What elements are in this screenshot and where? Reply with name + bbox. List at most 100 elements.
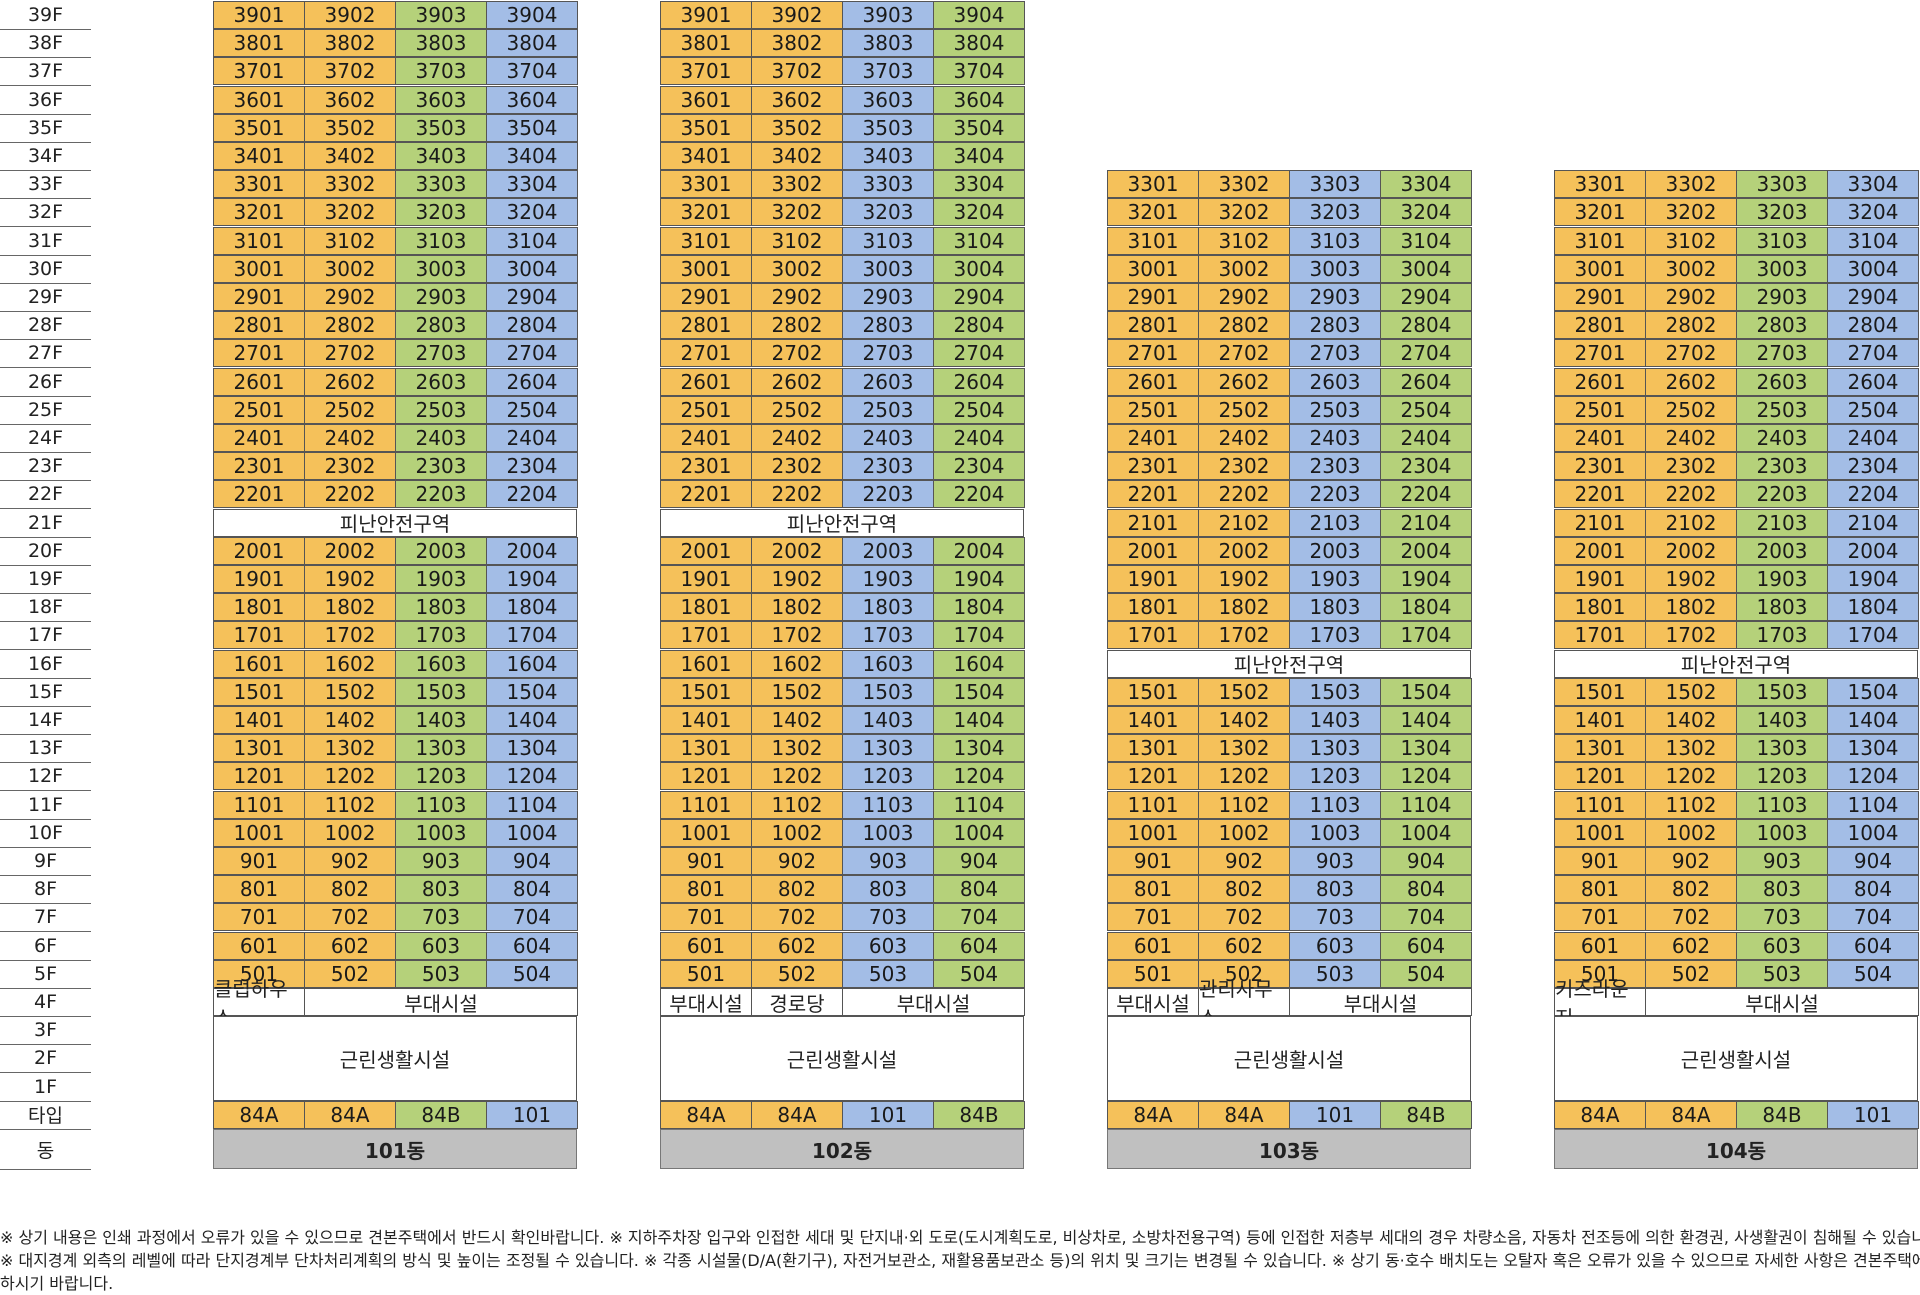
unit-cell[interactable]: 803 xyxy=(842,875,934,904)
unit-cell[interactable]: 1304 xyxy=(933,734,1025,763)
unit-cell[interactable]: 902 xyxy=(1198,847,1290,875)
unit-cell[interactable]: 1001 xyxy=(660,818,752,847)
unit-cell[interactable]: 2703 xyxy=(1289,339,1381,368)
unit-cell[interactable]: 1002 xyxy=(751,818,843,847)
unit-cell[interactable]: 1904 xyxy=(933,565,1025,593)
unit-cell[interactable]: 801 xyxy=(1107,875,1199,904)
unit-cell[interactable]: 1402 xyxy=(304,706,396,734)
unit-cell[interactable]: 1503 xyxy=(395,677,487,706)
unit-cell[interactable]: 502 xyxy=(1198,959,1290,988)
unit-cell[interactable]: 2402 xyxy=(1645,424,1737,452)
unit-cell[interactable]: 501 xyxy=(660,959,752,988)
unit-cell[interactable]: 1804 xyxy=(1827,593,1919,622)
unit-cell[interactable]: 3703 xyxy=(842,57,934,86)
unit-cell[interactable]: 1003 xyxy=(395,818,487,847)
unit-cell[interactable]: 501 xyxy=(213,959,305,988)
unit-cell[interactable]: 602 xyxy=(1198,931,1290,960)
unit-cell[interactable]: 1804 xyxy=(486,593,578,622)
unit-cell[interactable]: 502 xyxy=(1645,959,1737,988)
unit-cell[interactable]: 3303 xyxy=(1736,170,1828,199)
unit-cell[interactable]: 1802 xyxy=(304,593,396,622)
unit-cell[interactable]: 3304 xyxy=(1380,170,1472,199)
unit-cell[interactable]: 1704 xyxy=(933,621,1025,650)
unit-cell[interactable]: 1703 xyxy=(1289,621,1381,650)
unit-cell[interactable]: 2602 xyxy=(1645,367,1737,396)
unit-cell[interactable]: 804 xyxy=(1380,875,1472,904)
unit-cell[interactable]: 701 xyxy=(660,903,752,932)
unit-cell[interactable]: 703 xyxy=(842,903,934,932)
unit-cell[interactable]: 2801 xyxy=(1107,311,1199,340)
unit-cell[interactable]: 2204 xyxy=(1827,480,1919,509)
unit-cell[interactable]: 1701 xyxy=(1554,621,1646,650)
unit-cell[interactable]: 801 xyxy=(1554,875,1646,904)
unit-cell[interactable]: 2002 xyxy=(304,536,396,565)
unit-cell[interactable]: 603 xyxy=(395,931,487,960)
unit-cell[interactable]: 2202 xyxy=(1645,480,1737,509)
unit-cell[interactable]: 2401 xyxy=(660,424,752,452)
unit-cell[interactable]: 3503 xyxy=(842,113,934,142)
unit-cell[interactable]: 3104 xyxy=(1380,226,1472,255)
unit-cell[interactable]: 3304 xyxy=(1827,170,1919,199)
unit-cell[interactable]: 1501 xyxy=(1107,677,1199,706)
unit-cell[interactable]: 503 xyxy=(842,959,934,988)
unit-cell[interactable]: 2403 xyxy=(1736,424,1828,452)
unit-cell[interactable]: 2601 xyxy=(1107,367,1199,396)
unit-cell[interactable]: 1204 xyxy=(1827,762,1919,791)
unit-cell[interactable]: 1103 xyxy=(1289,790,1381,819)
unit-cell[interactable]: 2102 xyxy=(1198,508,1290,537)
unit-cell[interactable]: 3102 xyxy=(304,226,396,255)
unit-cell[interactable]: 2502 xyxy=(1198,395,1290,424)
unit-cell[interactable]: 2003 xyxy=(1736,536,1828,565)
unit-cell[interactable]: 804 xyxy=(1827,875,1919,904)
unit-cell[interactable]: 2702 xyxy=(1198,339,1290,368)
unit-cell[interactable]: 2001 xyxy=(660,536,752,565)
unit-cell[interactable]: 2603 xyxy=(842,367,934,396)
unit-cell[interactable]: 3602 xyxy=(751,85,843,114)
unit-cell[interactable]: 2904 xyxy=(1380,283,1472,311)
unit-cell[interactable]: 2404 xyxy=(1827,424,1919,452)
unit-cell[interactable]: 501 xyxy=(1107,959,1199,988)
unit-cell[interactable]: 1902 xyxy=(1198,565,1290,593)
unit-cell[interactable]: 2201 xyxy=(660,480,752,509)
unit-cell[interactable]: 2403 xyxy=(395,424,487,452)
unit-cell[interactable]: 3303 xyxy=(395,170,487,199)
unit-cell[interactable]: 3002 xyxy=(1645,254,1737,283)
unit-cell[interactable]: 2003 xyxy=(395,536,487,565)
unit-cell[interactable]: 3804 xyxy=(933,29,1025,58)
unit-cell[interactable]: 1202 xyxy=(1645,762,1737,791)
unit-cell[interactable]: 902 xyxy=(304,847,396,875)
unit-cell[interactable]: 2102 xyxy=(1645,508,1737,537)
unit-cell[interactable]: 2804 xyxy=(1380,311,1472,340)
unit-cell[interactable]: 601 xyxy=(1554,931,1646,960)
unit-cell[interactable]: 1004 xyxy=(1380,818,1472,847)
unit-cell[interactable]: 1102 xyxy=(1645,790,1737,819)
unit-cell[interactable]: 2701 xyxy=(660,339,752,368)
unit-cell[interactable]: 2803 xyxy=(842,311,934,340)
unit-cell[interactable]: 1404 xyxy=(933,706,1025,734)
unit-cell[interactable]: 1402 xyxy=(1198,706,1290,734)
unit-cell[interactable]: 1804 xyxy=(933,593,1025,622)
unit-cell[interactable]: 3001 xyxy=(1107,254,1199,283)
unit-cell[interactable]: 3103 xyxy=(1289,226,1381,255)
unit-cell[interactable]: 2904 xyxy=(1827,283,1919,311)
unit-cell[interactable]: 904 xyxy=(486,847,578,875)
unit-cell[interactable]: 3304 xyxy=(486,170,578,199)
unit-cell[interactable]: 2903 xyxy=(1736,283,1828,311)
unit-cell[interactable]: 2404 xyxy=(1380,424,1472,452)
unit-cell[interactable]: 803 xyxy=(395,875,487,904)
unit-cell[interactable]: 3402 xyxy=(751,142,843,170)
unit-cell[interactable]: 2503 xyxy=(395,395,487,424)
unit-cell[interactable]: 2902 xyxy=(751,283,843,311)
unit-cell[interactable]: 3103 xyxy=(842,226,934,255)
unit-cell[interactable]: 1203 xyxy=(842,762,934,791)
unit-cell[interactable]: 803 xyxy=(1289,875,1381,904)
unit-cell[interactable]: 704 xyxy=(486,903,578,932)
unit-cell[interactable]: 2201 xyxy=(1107,480,1199,509)
unit-cell[interactable]: 603 xyxy=(842,931,934,960)
unit-cell[interactable]: 1204 xyxy=(933,762,1025,791)
unit-cell[interactable]: 1104 xyxy=(1827,790,1919,819)
unit-cell[interactable]: 602 xyxy=(1645,931,1737,960)
unit-cell[interactable]: 1302 xyxy=(304,734,396,763)
unit-cell[interactable]: 3202 xyxy=(1645,198,1737,227)
unit-cell[interactable]: 1304 xyxy=(486,734,578,763)
